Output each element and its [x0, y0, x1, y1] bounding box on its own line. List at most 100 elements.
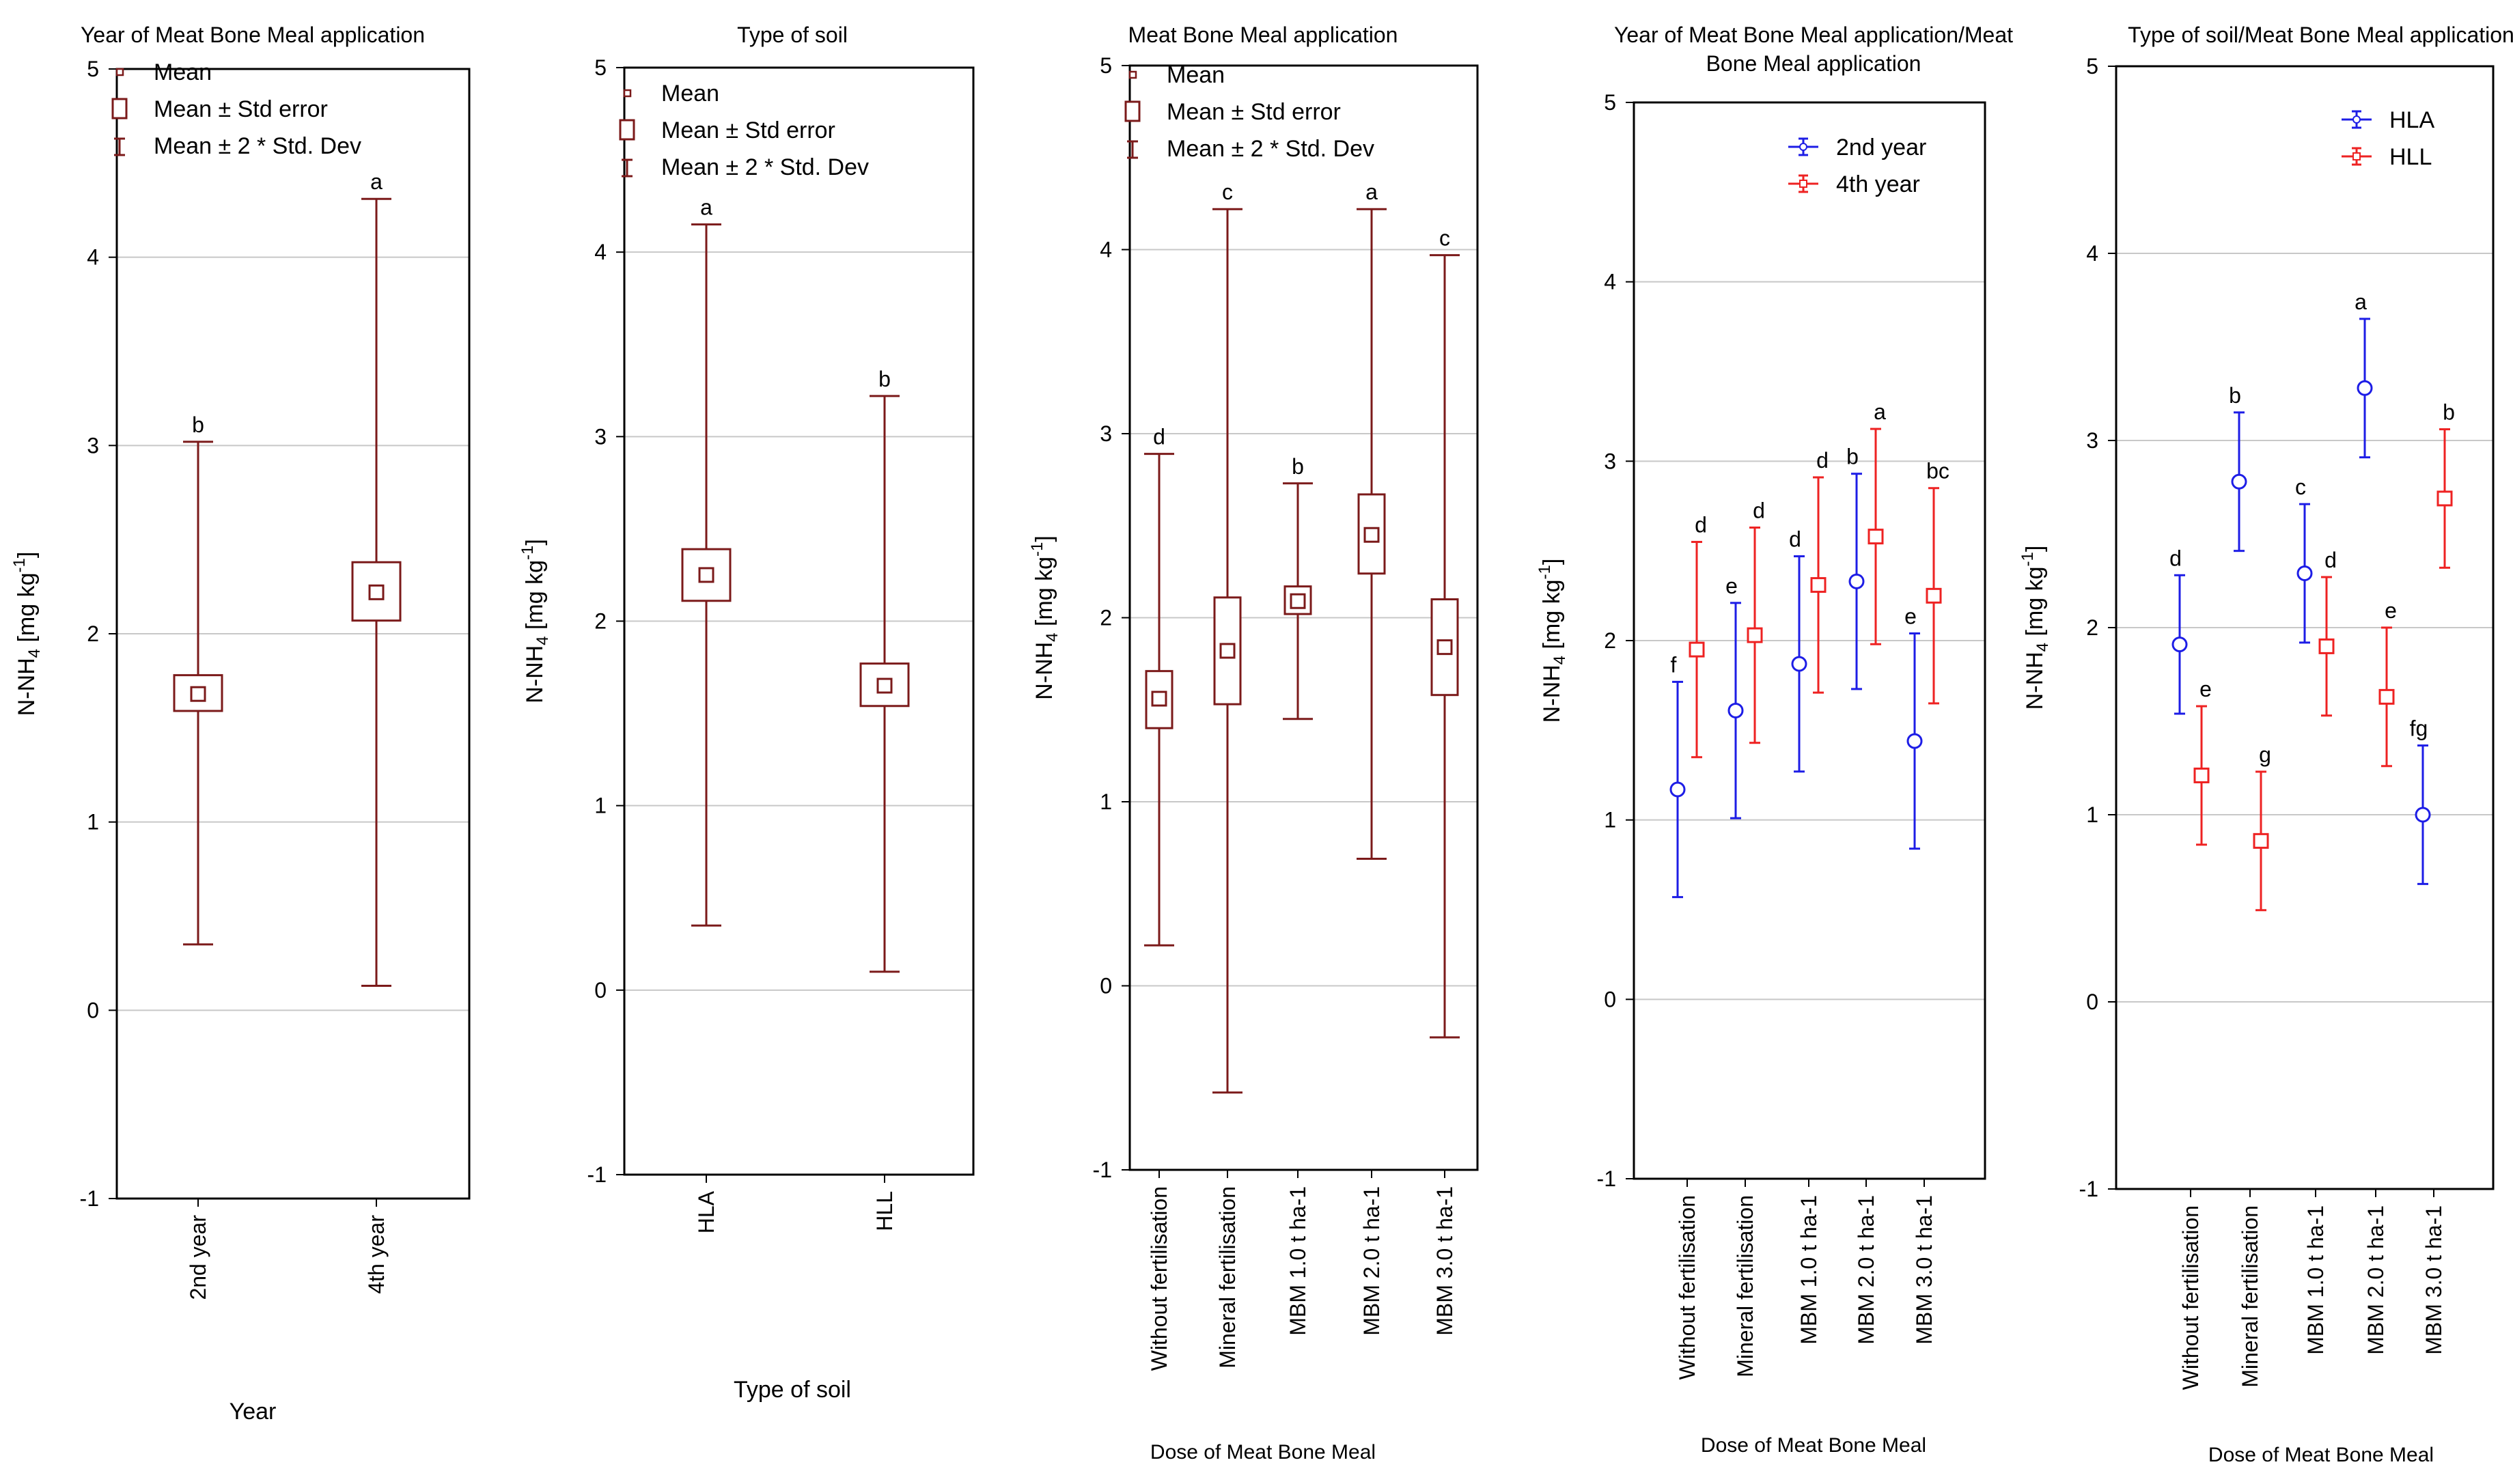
significance-letter: d	[1695, 513, 1707, 537]
chart-legend: Mean Mean ± Std error Mean ± 2 * Std. Dev	[111, 59, 361, 159]
y-tick-label: -1	[80, 1186, 99, 1211]
y-tick-label: 0	[87, 998, 99, 1022]
significance-letter: c	[1222, 180, 1233, 204]
x-tick-label: HLA	[694, 1190, 719, 1233]
significance-letter: b	[1292, 454, 1304, 479]
significance-letter: d	[1153, 425, 1165, 449]
y-tick-label: -1	[1597, 1166, 1616, 1191]
y-tick-label: 4	[1100, 238, 1112, 262]
y-tick-label: 0	[1604, 987, 1616, 1011]
legend-marker	[1799, 143, 1807, 151]
significance-letter: b	[2443, 400, 2455, 425]
y-tick-label: -1	[587, 1162, 607, 1187]
y-axis-label: N-NH4 [mg kg-1]	[10, 552, 44, 716]
x-tick-label: 2nd year	[186, 1215, 210, 1300]
significance-letter: a	[1365, 180, 1378, 204]
x-axis-label: Type of soil	[734, 1377, 851, 1403]
x-tick-label: MBM 3.0 t ha-1	[1912, 1195, 1936, 1345]
data-point	[2318, 638, 2335, 654]
legend-label: 4th year	[1836, 171, 1920, 197]
y-tick-label: 4	[87, 245, 99, 270]
legend-marker	[1799, 180, 1807, 188]
legend-mean-label: Mean	[1167, 62, 1225, 88]
legend-se-marker	[111, 98, 128, 120]
chart-3: Meat Bone Meal application -1 0 1 2 3 4 5 Withou…	[1028, 23, 1479, 1464]
legend-mean-marker	[623, 89, 632, 98]
y-tick-label: 0	[1100, 974, 1112, 998]
significance-letter: d	[2324, 548, 2337, 572]
y-tick-label: 5	[1100, 53, 1112, 78]
y-tick-label: 0	[594, 978, 607, 1003]
chart-title-line-1: Year of Meat Bone Meal application/Meat	[1614, 23, 2013, 47]
x-axis-label: Dose of Meat Bone Meal	[2208, 1444, 2434, 1466]
y-tick-label: 2	[1604, 628, 1616, 653]
data-point	[1810, 577, 1827, 593]
x-tick-label: MBM 2.0 t ha-1	[1854, 1195, 1878, 1345]
data-point	[2253, 832, 2269, 849]
plot-frame	[2115, 65, 2495, 1190]
mean-marker	[698, 567, 714, 583]
legend-marker	[2352, 115, 2361, 124]
chart-title: Type of soil/Meat Bone Meal application	[2128, 23, 2513, 47]
significance-letter: a	[2355, 290, 2367, 314]
chart-title: Type of soil	[737, 23, 848, 47]
y-tick-label: 5	[87, 57, 99, 81]
y-tick-label: 3	[1100, 421, 1112, 446]
y-tick-label: 0	[2086, 990, 2098, 1014]
significance-letter: e	[2199, 677, 2212, 701]
chart-legend: Mean Mean ± Std error Mean ± 2 * Std. Dev	[1124, 62, 1374, 162]
x-tick-label: MBM 3.0 t ha-1	[1432, 1186, 1457, 1336]
legend-se-label: Mean ± Std error	[661, 117, 835, 143]
legend-se-label: Mean ± Std error	[154, 96, 328, 122]
x-tick-label: HLL	[872, 1191, 897, 1231]
chart-legend: Mean Mean ± Std error Mean ± 2 * Std. Dev	[619, 81, 869, 180]
data-point	[1727, 702, 1744, 718]
significance-letter: d	[2169, 546, 2182, 570]
x-axis-label: Dose of Meat Bone Meal	[1150, 1441, 1376, 1464]
x-tick-label: Without fertilisation	[1675, 1195, 1699, 1380]
significance-letter: b	[2229, 383, 2241, 408]
significance-letter: e	[1725, 574, 1738, 598]
y-tick-label: 1	[2086, 802, 2098, 827]
legend-marker	[2352, 152, 2361, 160]
y-tick-label: 2	[594, 609, 607, 634]
significance-letter: a	[1874, 400, 1886, 424]
chart-title: Year of Meat Bone Meal application	[81, 23, 425, 47]
y-tick-label: 3	[87, 433, 99, 458]
y-tick-label: 2	[87, 621, 99, 646]
data-point	[2296, 565, 2313, 582]
data-point	[1747, 627, 1763, 643]
y-tick-label: 4	[1604, 270, 1616, 294]
data-point	[1848, 573, 1865, 589]
data-point	[1868, 529, 1884, 545]
y-tick-label: 3	[1604, 449, 1616, 473]
data-point	[2357, 380, 2373, 396]
chart-5: Type of soil/Meat Bone Meal application -…	[2018, 23, 2513, 1466]
plot-frame	[115, 68, 471, 1200]
x-tick-label: MBM 1.0 t ha-1	[2303, 1205, 2328, 1355]
x-tick-label: MBM 3.0 t ha-1	[2421, 1205, 2446, 1355]
legend-sd-label: Mean ± 2 * Std. Dev	[154, 133, 361, 159]
x-tick-label: Mineral fertilisation	[2238, 1205, 2262, 1388]
significance-letter: c	[1439, 226, 1450, 251]
plot-frame	[623, 66, 975, 1176]
y-tick-label: 1	[594, 794, 607, 818]
data-point	[1669, 781, 1686, 798]
mean-marker	[1219, 643, 1236, 659]
y-tick-label: 2	[1100, 606, 1112, 630]
y-tick-label: 1	[87, 810, 99, 835]
data-point	[1791, 656, 1807, 672]
significance-letter: bc	[1926, 459, 1949, 484]
x-tick-label: MBM 1.0 t ha-1	[1286, 1186, 1310, 1336]
data-point	[2436, 490, 2453, 507]
x-tick-label: MBM 2.0 t ha-1	[2363, 1205, 2388, 1355]
legend-se-label: Mean ± Std error	[1167, 99, 1341, 125]
significance-letter: fg	[2410, 716, 2428, 741]
y-axis-label: N-NH4 [mg kg-1]	[1536, 559, 1569, 723]
mean-marker	[1363, 527, 1380, 543]
y-axis-label: N-NH4 [mg kg-1]	[2018, 546, 2052, 710]
data-point	[2171, 636, 2188, 653]
chart-title: Meat Bone Meal application	[1128, 23, 1398, 47]
significance-letter: d	[1816, 448, 1829, 473]
